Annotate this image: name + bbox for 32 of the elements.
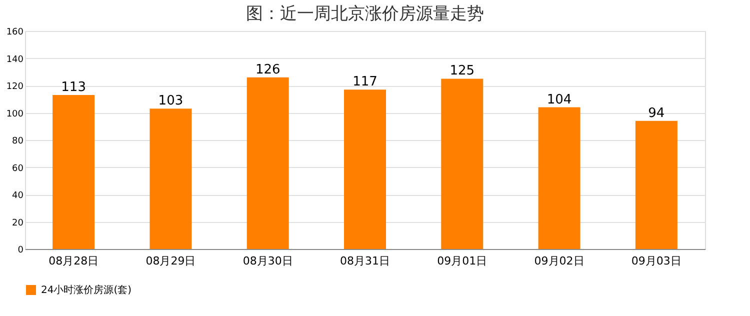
bar [538, 107, 580, 249]
y-tick-label: 60 [12, 164, 24, 174]
data-label: 126 [255, 62, 280, 78]
chart-title: 图：近一周北京涨价房源量走势 [246, 4, 484, 24]
bar [150, 108, 192, 249]
data-label: 104 [546, 92, 572, 108]
y-tick-label: 160 [6, 28, 24, 38]
y-tick-label: 40 [12, 191, 24, 201]
x-tick-label: 09月01日 [437, 254, 488, 268]
data-label: 125 [450, 64, 475, 79]
y-tick-label: 20 [12, 218, 24, 228]
x-tick-label: 08月31日 [340, 254, 390, 268]
bar [635, 120, 678, 249]
data-label: 113 [61, 80, 86, 96]
x-tick-label: 08月30日 [242, 254, 293, 268]
bar [246, 77, 289, 249]
data-label: 94 [648, 106, 665, 121]
data-label: 103 [158, 94, 184, 109]
bar [344, 90, 386, 249]
x-tick-label: 09月03日 [631, 254, 682, 268]
x-tick-label: 08月29日 [146, 254, 196, 268]
y-tick-label: 140 [6, 54, 24, 65]
x-tick-label: 08月28日 [48, 254, 99, 268]
bar [441, 78, 484, 249]
data-label: 117 [352, 74, 378, 90]
y-tick-label: 80 [12, 136, 24, 146]
legend-label: 24小时涨价房源(套) [41, 284, 132, 296]
x-tick-label: 09月02日 [534, 254, 584, 268]
y-tick-label: 0 [18, 246, 24, 256]
y-tick-label: 100 [6, 109, 24, 120]
y-tick-label: 120 [6, 82, 24, 92]
bar [52, 95, 95, 249]
